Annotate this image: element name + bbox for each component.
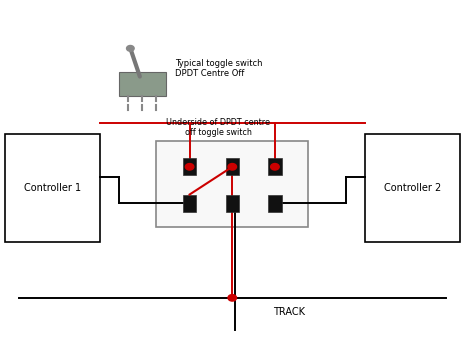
Text: TRACK: TRACK — [273, 307, 305, 317]
Text: Controller 2: Controller 2 — [384, 183, 441, 193]
Text: Typical toggle switch
DPDT Centre Off: Typical toggle switch DPDT Centre Off — [175, 59, 263, 78]
Circle shape — [185, 164, 194, 170]
Text: Controller 1: Controller 1 — [24, 183, 81, 193]
Text: Underside of DPDT centre
off toggle switch: Underside of DPDT centre off toggle swit… — [166, 118, 270, 137]
Bar — [156, 141, 308, 227]
Bar — [268, 195, 282, 212]
Circle shape — [127, 45, 134, 51]
Bar — [226, 195, 239, 212]
Circle shape — [228, 164, 237, 170]
Bar — [268, 158, 282, 175]
Circle shape — [271, 164, 279, 170]
Bar — [226, 158, 239, 175]
Bar — [118, 72, 166, 96]
Bar — [5, 134, 100, 242]
Bar — [183, 195, 196, 212]
Bar — [365, 134, 460, 242]
Circle shape — [228, 295, 237, 301]
Bar — [183, 158, 196, 175]
